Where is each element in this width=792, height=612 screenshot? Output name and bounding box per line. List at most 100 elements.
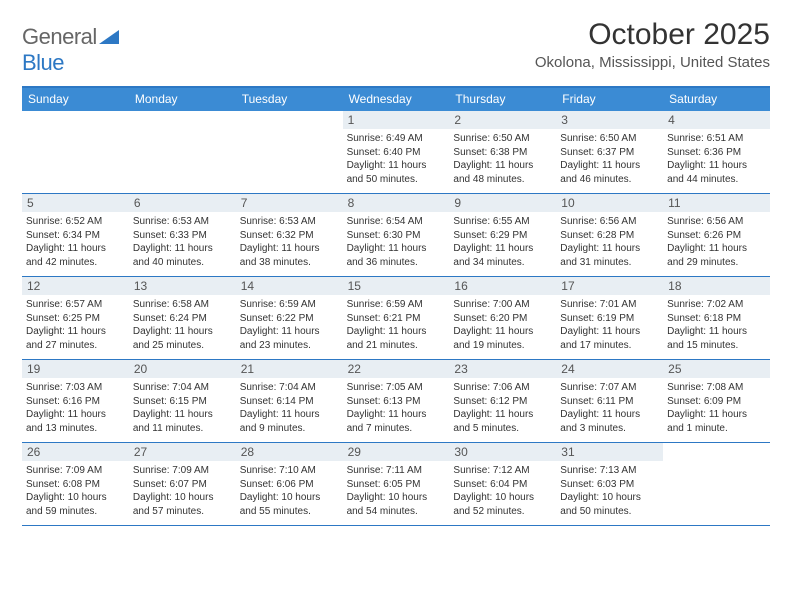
- daylight-text: Daylight: 11 hours and 27 minutes.: [26, 325, 125, 352]
- day-cell: 18Sunrise: 7:02 AMSunset: 6:18 PMDayligh…: [663, 277, 770, 359]
- day-info: Sunrise: 6:53 AMSunset: 6:33 PMDaylight:…: [133, 215, 232, 269]
- day-number: 27: [129, 443, 236, 461]
- day-number: 4: [663, 111, 770, 129]
- day-cell: 7Sunrise: 6:53 AMSunset: 6:32 PMDaylight…: [236, 194, 343, 276]
- day-cell: 1Sunrise: 6:49 AMSunset: 6:40 PMDaylight…: [343, 111, 450, 193]
- sunrise-text: Sunrise: 7:11 AM: [347, 464, 446, 478]
- day-info: Sunrise: 6:59 AMSunset: 6:21 PMDaylight:…: [347, 298, 446, 352]
- week-row: 26Sunrise: 7:09 AMSunset: 6:08 PMDayligh…: [22, 443, 770, 526]
- sunrise-text: Sunrise: 7:01 AM: [560, 298, 659, 312]
- day-number: 8: [343, 194, 450, 212]
- sunrise-text: Sunrise: 7:13 AM: [560, 464, 659, 478]
- day-info: Sunrise: 7:09 AMSunset: 6:08 PMDaylight:…: [26, 464, 125, 518]
- sunrise-text: Sunrise: 6:50 AM: [453, 132, 552, 146]
- day-number: 9: [449, 194, 556, 212]
- sunrise-text: Sunrise: 7:09 AM: [26, 464, 125, 478]
- sunrise-text: Sunrise: 7:06 AM: [453, 381, 552, 395]
- daylight-text: Daylight: 11 hours and 1 minute.: [667, 408, 766, 435]
- daylight-text: Daylight: 10 hours and 50 minutes.: [560, 491, 659, 518]
- day-cell: 22Sunrise: 7:05 AMSunset: 6:13 PMDayligh…: [343, 360, 450, 442]
- daylight-text: Daylight: 11 hours and 21 minutes.: [347, 325, 446, 352]
- day-cell: 17 Sunrise: 7:01 AMSunset: 6:19 PMDayligh…: [556, 277, 663, 359]
- day-cell: [129, 111, 236, 193]
- sunrise-text: Sunrise: 6:55 AM: [453, 215, 552, 229]
- day-cell: 28 Sunrise: 7:10 AMSunset: 6:06 PMDayligh…: [236, 443, 343, 525]
- day-header-wednesday: Wednesday: [343, 88, 450, 111]
- daylight-text: Daylight: 11 hours and 31 minutes.: [560, 242, 659, 269]
- sunrise-text: Sunrise: 7:10 AM: [240, 464, 339, 478]
- sunset-text: Sunset: 6:21 PM: [347, 312, 446, 326]
- day-cell: 2 Sunrise: 6:50 AMSunset: 6:38 PMDaylight…: [449, 111, 556, 193]
- sunrise-text: Sunrise: 6:58 AM: [133, 298, 232, 312]
- month-title: October 2025: [535, 18, 770, 52]
- day-number: 7: [236, 194, 343, 212]
- day-cell: 23Sunrise: 7:06 AMSunset: 6:12 PMDayligh…: [449, 360, 556, 442]
- daylight-text: Daylight: 11 hours and 3 minutes.: [560, 408, 659, 435]
- sunset-text: Sunset: 6:07 PM: [133, 478, 232, 492]
- day-info: Sunrise: 6:58 AMSunset: 6:24 PMDaylight:…: [133, 298, 232, 352]
- sunset-text: Sunset: 6:04 PM: [453, 478, 552, 492]
- sunrise-text: Sunrise: 7:07 AM: [560, 381, 659, 395]
- sunrise-text: Sunrise: 7:04 AM: [133, 381, 232, 395]
- daylight-text: Daylight: 11 hours and 11 minutes.: [133, 408, 232, 435]
- day-info: Sunrise: 7:04 AMSunset: 6:14 PMDaylight:…: [240, 381, 339, 435]
- sunset-text: Sunset: 6:37 PM: [560, 146, 659, 160]
- day-info: Sunrise: 6:59 AMSunset: 6:22 PMDaylight:…: [240, 298, 339, 352]
- day-info: Sunrise: 7:12 AMSunset: 6:04 PMDaylight:…: [453, 464, 552, 518]
- sunrise-text: Sunrise: 6:49 AM: [347, 132, 446, 146]
- day-number: 3: [556, 111, 663, 129]
- day-number: 17: [556, 277, 663, 295]
- day-number: 31: [556, 443, 663, 461]
- daylight-text: Daylight: 11 hours and 36 minutes.: [347, 242, 446, 269]
- day-number: 28: [236, 443, 343, 461]
- day-header-saturday: Saturday: [663, 88, 770, 111]
- sunset-text: Sunset: 6:06 PM: [240, 478, 339, 492]
- day-cell: 4 Sunrise: 6:51 AMSunset: 6:36 PMDaylight…: [663, 111, 770, 193]
- sunrise-text: Sunrise: 6:54 AM: [347, 215, 446, 229]
- day-cell: 12Sunrise: 6:57 AMSunset: 6:25 PMDayligh…: [22, 277, 129, 359]
- week-row: 1Sunrise: 6:49 AMSunset: 6:40 PMDaylight…: [22, 111, 770, 194]
- daylight-text: Daylight: 11 hours and 48 minutes.: [453, 159, 552, 186]
- day-info: Sunrise: 6:50 AMSunset: 6:38 PMDaylight:…: [453, 132, 552, 186]
- day-number: 30: [449, 443, 556, 461]
- sunrise-text: Sunrise: 6:56 AM: [560, 215, 659, 229]
- logo-triangle-icon: [99, 24, 119, 49]
- daylight-text: Daylight: 11 hours and 19 minutes.: [453, 325, 552, 352]
- daylight-text: Daylight: 11 hours and 17 minutes.: [560, 325, 659, 352]
- week-row: 12Sunrise: 6:57 AMSunset: 6:25 PMDayligh…: [22, 277, 770, 360]
- sunset-text: Sunset: 6:13 PM: [347, 395, 446, 409]
- daylight-text: Daylight: 11 hours and 29 minutes.: [667, 242, 766, 269]
- daylight-text: Daylight: 11 hours and 23 minutes.: [240, 325, 339, 352]
- week-row: 19Sunrise: 7:03 AMSunset: 6:16 PMDayligh…: [22, 360, 770, 443]
- day-cell: 5Sunrise: 6:52 AMSunset: 6:34 PMDaylight…: [22, 194, 129, 276]
- daylight-text: Daylight: 10 hours and 54 minutes.: [347, 491, 446, 518]
- day-info: Sunrise: 7:00 AMSunset: 6:20 PMDaylight:…: [453, 298, 552, 352]
- logo-text-general: General: [22, 24, 97, 49]
- day-number: 15: [343, 277, 450, 295]
- day-info: Sunrise: 7:01 AMSunset: 6:19 PMDaylight:…: [560, 298, 659, 352]
- weeks-container: 1Sunrise: 6:49 AMSunset: 6:40 PMDaylight…: [22, 111, 770, 526]
- sunrise-text: Sunrise: 6:51 AM: [667, 132, 766, 146]
- sunrise-text: Sunrise: 6:53 AM: [133, 215, 232, 229]
- day-number: 5: [22, 194, 129, 212]
- day-info: Sunrise: 7:10 AMSunset: 6:06 PMDaylight:…: [240, 464, 339, 518]
- day-info: Sunrise: 6:51 AMSunset: 6:36 PMDaylight:…: [667, 132, 766, 186]
- day-number: 20: [129, 360, 236, 378]
- sunrise-text: Sunrise: 6:53 AM: [240, 215, 339, 229]
- day-info: Sunrise: 7:04 AMSunset: 6:15 PMDaylight:…: [133, 381, 232, 435]
- day-number: 13: [129, 277, 236, 295]
- sunrise-text: Sunrise: 7:05 AM: [347, 381, 446, 395]
- day-cell: 16Sunrise: 7:00 AMSunset: 6:20 PMDayligh…: [449, 277, 556, 359]
- day-cell: 11Sunrise: 6:56 AMSunset: 6:26 PMDayligh…: [663, 194, 770, 276]
- sunset-text: Sunset: 6:12 PM: [453, 395, 552, 409]
- day-cell: [663, 443, 770, 525]
- sunset-text: Sunset: 6:25 PM: [26, 312, 125, 326]
- header: General Blue October 2025 Okolona, Missi…: [22, 18, 770, 76]
- day-number: 2: [449, 111, 556, 129]
- daylight-text: Daylight: 11 hours and 9 minutes.: [240, 408, 339, 435]
- day-cell: 13 Sunrise: 6:58 AMSunset: 6:24 PMDayligh…: [129, 277, 236, 359]
- day-info: Sunrise: 7:05 AMSunset: 6:13 PMDaylight:…: [347, 381, 446, 435]
- day-cell: 30 Sunrise: 7:12 AMSunset: 6:04 PMDayligh…: [449, 443, 556, 525]
- sunset-text: Sunset: 6:09 PM: [667, 395, 766, 409]
- sunset-text: Sunset: 6:36 PM: [667, 146, 766, 160]
